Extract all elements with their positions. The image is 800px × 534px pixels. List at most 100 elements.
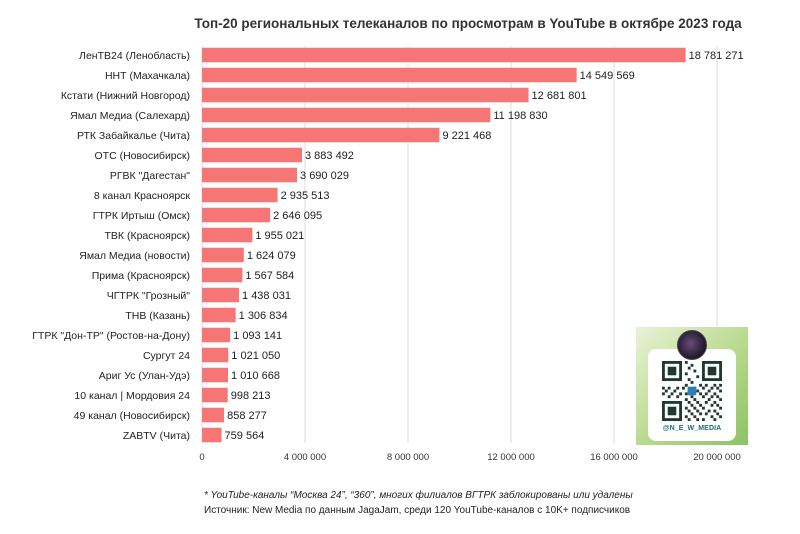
- data-label: 14 549 569: [580, 70, 635, 82]
- qr-module: [667, 366, 677, 376]
- data-label: 2 935 513: [281, 190, 330, 202]
- bar: [202, 267, 243, 283]
- qr-handle: @N_E_W_MEDIA: [662, 425, 722, 432]
- x-tick-label: 16 000 000: [590, 452, 638, 463]
- data-label: 12 681 801: [532, 90, 587, 102]
- x-tick-label: 0: [199, 452, 204, 463]
- category-label: РТК Забайкалье (Чита): [77, 130, 190, 142]
- qr-module: [687, 378, 691, 381]
- qr-module: [696, 375, 700, 379]
- qr-module: [719, 406, 722, 410]
- footnote: * YouTube-каналы “Москва 24”, “360”, мно…: [204, 490, 633, 501]
- qr-module: [673, 389, 677, 393]
- category-label: Кстати (Нижний Новгород): [61, 90, 190, 102]
- bar: [202, 167, 298, 183]
- data-label: 18 781 271: [689, 50, 744, 62]
- qr-module: [710, 386, 714, 390]
- qr-module: [710, 403, 714, 407]
- qr-module: [664, 389, 668, 393]
- qr-module: [696, 418, 700, 421]
- qr-module: [704, 401, 708, 404]
- qr-module: [719, 389, 722, 393]
- qr-module: [684, 415, 688, 419]
- qr-box: @N_E_W_MEDIA: [648, 349, 736, 441]
- qr-module: [702, 406, 705, 410]
- qr-module: [684, 383, 688, 387]
- category-label: ZABTV (Чита): [123, 430, 190, 442]
- category-label: 8 канал Красноярск: [94, 190, 191, 202]
- qr-module: [684, 392, 688, 396]
- category-label: ННТ (Махачкала): [105, 70, 190, 82]
- bar: [202, 187, 278, 203]
- qr-module: [702, 395, 705, 399]
- bar: [202, 307, 236, 323]
- data-label: 1 010 668: [231, 370, 280, 382]
- qr-module: [716, 386, 720, 390]
- qr-module: [699, 403, 702, 407]
- category-label: Сургут 24: [143, 350, 190, 362]
- data-label: 858 277: [227, 410, 267, 422]
- x-tick-label: 12 000 000: [487, 452, 535, 463]
- qr-module: [682, 386, 685, 390]
- category-label: 49 канал (Новосибирск): [74, 410, 190, 422]
- data-label: 1 021 050: [231, 350, 280, 362]
- bar: [202, 247, 244, 263]
- qr-module: [699, 412, 702, 416]
- qr-module: [667, 406, 677, 416]
- qr-module: [696, 389, 700, 393]
- bar: [202, 127, 440, 143]
- bar: [202, 327, 231, 343]
- qr-module: [719, 383, 722, 387]
- qr-module: [684, 372, 688, 376]
- qr-module: [699, 392, 702, 396]
- qr-module: [693, 406, 697, 410]
- qr-module: [662, 392, 665, 396]
- qr-module: [707, 366, 717, 376]
- bar: [202, 67, 577, 83]
- qr-module: [716, 395, 720, 399]
- qr-module: [696, 401, 700, 404]
- qr-module: [707, 389, 711, 393]
- qr-module: [676, 386, 680, 390]
- data-label: 11 198 830: [493, 110, 547, 122]
- bar: [202, 427, 222, 443]
- category-label: РГВК "Дагестан": [110, 170, 190, 182]
- data-label: 1 438 031: [242, 290, 291, 302]
- data-label: 3 690 029: [300, 170, 349, 182]
- qr-module: [707, 398, 711, 401]
- bar: [202, 407, 225, 423]
- data-label: 9 221 468: [442, 130, 491, 142]
- category-label: ТВК (Красноярск): [105, 230, 191, 242]
- qr-module: [713, 383, 717, 387]
- qr-module: [719, 398, 722, 401]
- qr-module: [702, 418, 705, 421]
- bar: [202, 47, 686, 63]
- data-label: 1 624 079: [247, 250, 296, 262]
- chart-title: Топ-20 региональных телеканалов по просм…: [194, 16, 742, 31]
- qr-module: [679, 392, 682, 396]
- category-label: ГТРК "Дон-ТР" (Ростов-на-Дону): [32, 330, 190, 342]
- qr-module: [710, 395, 714, 399]
- data-label: 1 955 021: [255, 230, 304, 242]
- qr-module: [699, 383, 702, 387]
- category-label: Ямал Медиа (Салехард): [70, 110, 190, 122]
- data-label: 3 883 492: [305, 150, 354, 162]
- qr-module: [690, 403, 694, 407]
- qr-module: [693, 369, 697, 373]
- x-tick-label: 4 000 000: [284, 452, 326, 463]
- qr-module: [684, 361, 688, 364]
- bar: [202, 107, 491, 123]
- bar: [202, 387, 228, 403]
- bar: [202, 367, 229, 383]
- qr-module: [670, 392, 674, 396]
- qr-card: @N_E_W_MEDIA: [636, 327, 748, 445]
- qr-code-icon: [662, 361, 722, 421]
- qr-module: [667, 395, 671, 399]
- qr-module: [684, 406, 688, 410]
- qr-module: [704, 383, 708, 387]
- bar: [202, 227, 253, 243]
- qr-module: [662, 386, 665, 390]
- source-note: Источник: New Media по данным JagaJam, с…: [204, 505, 631, 516]
- qr-module: [690, 363, 694, 367]
- data-label: 2 646 095: [273, 210, 322, 222]
